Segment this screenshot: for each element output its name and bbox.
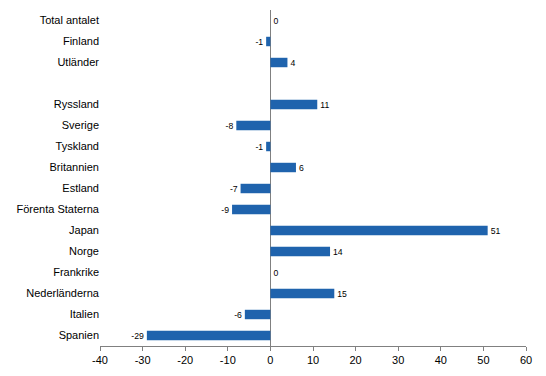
svg-text:-29: -29 — [131, 331, 144, 341]
svg-text:Norge: Norge — [69, 245, 99, 257]
svg-text:Ryssland: Ryssland — [54, 98, 99, 110]
svg-text:-9: -9 — [221, 205, 229, 215]
svg-text:14: 14 — [333, 247, 343, 257]
svg-text:Förenta Staterna: Förenta Staterna — [16, 203, 99, 215]
svg-text:-8: -8 — [226, 121, 234, 131]
svg-text:-6: -6 — [234, 310, 242, 320]
svg-text:15: 15 — [337, 289, 347, 299]
svg-text:-1: -1 — [255, 142, 263, 152]
svg-text:Finland: Finland — [63, 35, 99, 47]
svg-text:Spanien: Spanien — [59, 329, 99, 341]
svg-text:Utländer: Utländer — [57, 56, 99, 68]
svg-text:-1: -1 — [255, 37, 263, 47]
svg-text:Japan: Japan — [69, 224, 99, 236]
svg-text:-40: -40 — [92, 354, 108, 366]
svg-text:Nederländerna: Nederländerna — [26, 287, 100, 299]
svg-text:51: 51 — [491, 226, 501, 236]
svg-text:30: 30 — [392, 354, 404, 366]
svg-text:60: 60 — [520, 354, 532, 366]
svg-text:Sverige: Sverige — [62, 119, 99, 131]
svg-text:20: 20 — [349, 354, 361, 366]
svg-text:Total antalet: Total antalet — [40, 14, 99, 26]
svg-text:-10: -10 — [220, 354, 236, 366]
svg-text:6: 6 — [299, 163, 304, 173]
svg-text:0: 0 — [273, 268, 278, 278]
svg-text:-30: -30 — [135, 354, 151, 366]
svg-text:0: 0 — [273, 16, 278, 26]
svg-text:11: 11 — [320, 100, 329, 110]
svg-text:Tyskland: Tyskland — [56, 140, 99, 152]
svg-text:10: 10 — [307, 354, 319, 366]
svg-text:Italien: Italien — [70, 308, 99, 320]
svg-text:4: 4 — [290, 58, 295, 68]
svg-text:50: 50 — [477, 354, 489, 366]
svg-text:40: 40 — [435, 354, 447, 366]
svg-text:-20: -20 — [177, 354, 193, 366]
svg-text:Estland: Estland — [62, 182, 99, 194]
svg-text:Britannien: Britannien — [49, 161, 99, 173]
svg-text:-7: -7 — [230, 184, 238, 194]
svg-text:0: 0 — [267, 354, 273, 366]
svg-text:Frankrike: Frankrike — [53, 266, 99, 278]
